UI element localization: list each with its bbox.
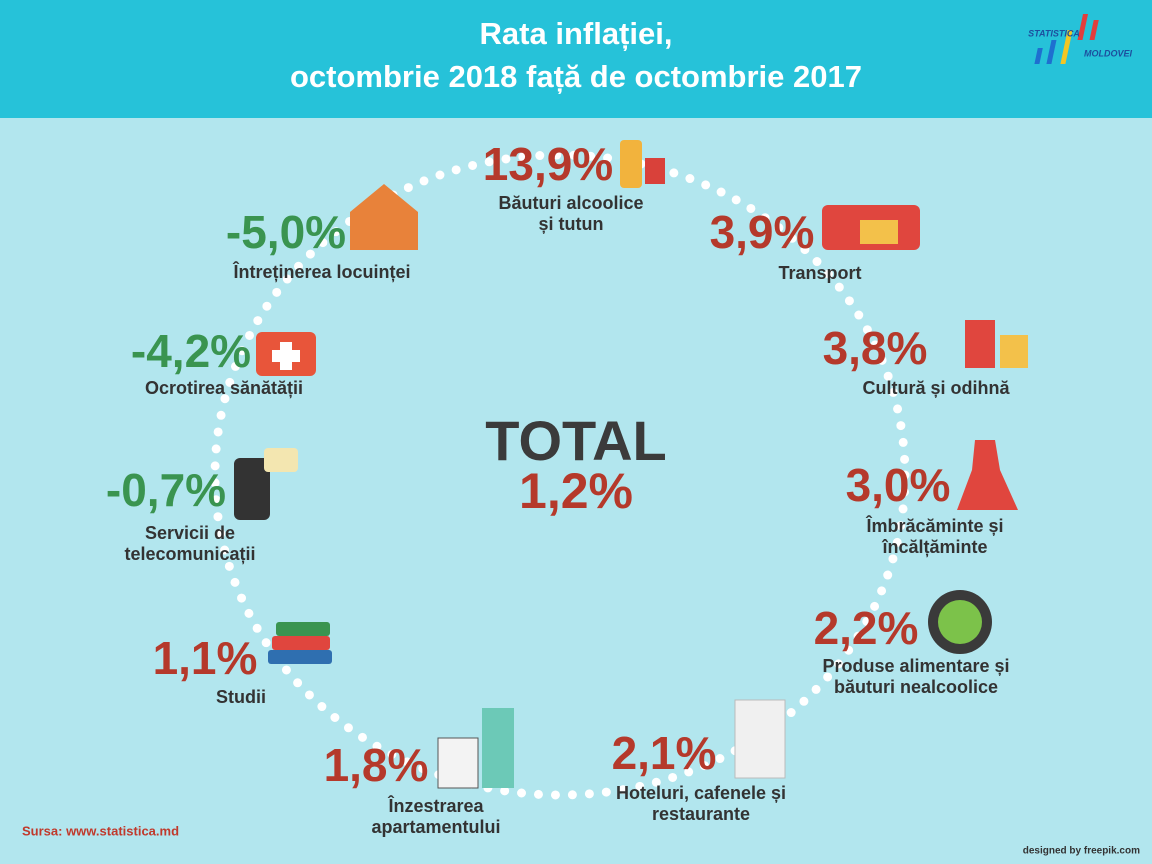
logo-text: STATISTICA (1028, 28, 1080, 38)
value-label: -5,0% (226, 206, 346, 258)
header-band (0, 0, 1152, 118)
logo-bar (1060, 30, 1073, 64)
value-label: -4,2% (131, 325, 251, 377)
category-label: apartamentului (371, 817, 500, 837)
value-label: 3,0% (846, 459, 951, 511)
category-label: restaurante (652, 804, 750, 824)
category-label: Înzestrarea (387, 795, 484, 816)
logo-text: MOLDOVEI (1084, 48, 1133, 58)
category-label: Băuturi alcoolice (498, 193, 643, 213)
category-label: Cultură și odihnă (862, 378, 1010, 398)
icon-phone (234, 458, 270, 520)
credit: designed by freepik.com (1023, 846, 1140, 857)
icon-chat (264, 448, 298, 472)
category-label: Îmbrăcăminte și (865, 515, 1003, 536)
icons (234, 140, 1028, 789)
dotted-ring (210, 150, 910, 800)
logo-bar (1034, 48, 1043, 64)
icon-cross (272, 342, 300, 370)
category-label: Studii (216, 687, 266, 707)
icon-hotel (734, 699, 786, 779)
category-label: și tutun (539, 214, 604, 234)
total-label: TOTAL (485, 409, 666, 472)
logo-bar (1089, 20, 1099, 40)
logo-bar (1046, 40, 1057, 64)
value-label: -0,7% (106, 464, 226, 516)
icon-books (268, 650, 332, 664)
icon-house (350, 184, 418, 250)
title-line: Rata inflației, (480, 16, 673, 51)
value-label: 1,8% (324, 739, 429, 791)
source: Sursa: www.statistica.md (22, 823, 179, 838)
icon-fridge (482, 708, 514, 788)
category-label: Produse alimentare și (822, 656, 1009, 676)
logo: STATISTICA MOLDOVEI (1028, 14, 1132, 64)
value-label: 3,8% (823, 322, 928, 374)
category-label: încălțăminte (881, 537, 987, 557)
title-line: octombrie 2018 față de octombrie 2017 (290, 59, 862, 94)
total-value: 1,2% (519, 463, 633, 519)
category-label: Transport (778, 263, 861, 283)
icon-cup (965, 320, 995, 368)
icon-stove (437, 737, 479, 789)
value-label: 1,1% (153, 632, 258, 684)
icon-books (276, 622, 330, 636)
logo-bar (1077, 14, 1089, 40)
icon-salad (938, 600, 982, 644)
category-label: Ocrotirea sănătății (145, 378, 303, 398)
value-label: 2,2% (814, 602, 919, 654)
icon-books (272, 636, 330, 650)
value-label: 13,9% (483, 138, 613, 190)
icon-ticket (860, 220, 898, 244)
category-label: băuturi nealcoolice (834, 677, 998, 697)
icon-bottle (620, 140, 642, 188)
icon-dress (957, 440, 1018, 510)
icon-popcorn (1000, 335, 1028, 368)
category-label: telecomunicații (124, 544, 255, 564)
value-label: 2,1% (612, 727, 717, 779)
category-label: Servicii de (145, 523, 235, 543)
value-label: 3,9% (710, 206, 815, 258)
category-label: Hoteluri, cafenele și (616, 783, 786, 803)
icon-cigarettes (645, 158, 665, 184)
category-label: Întreținerea locuinței (232, 261, 410, 282)
